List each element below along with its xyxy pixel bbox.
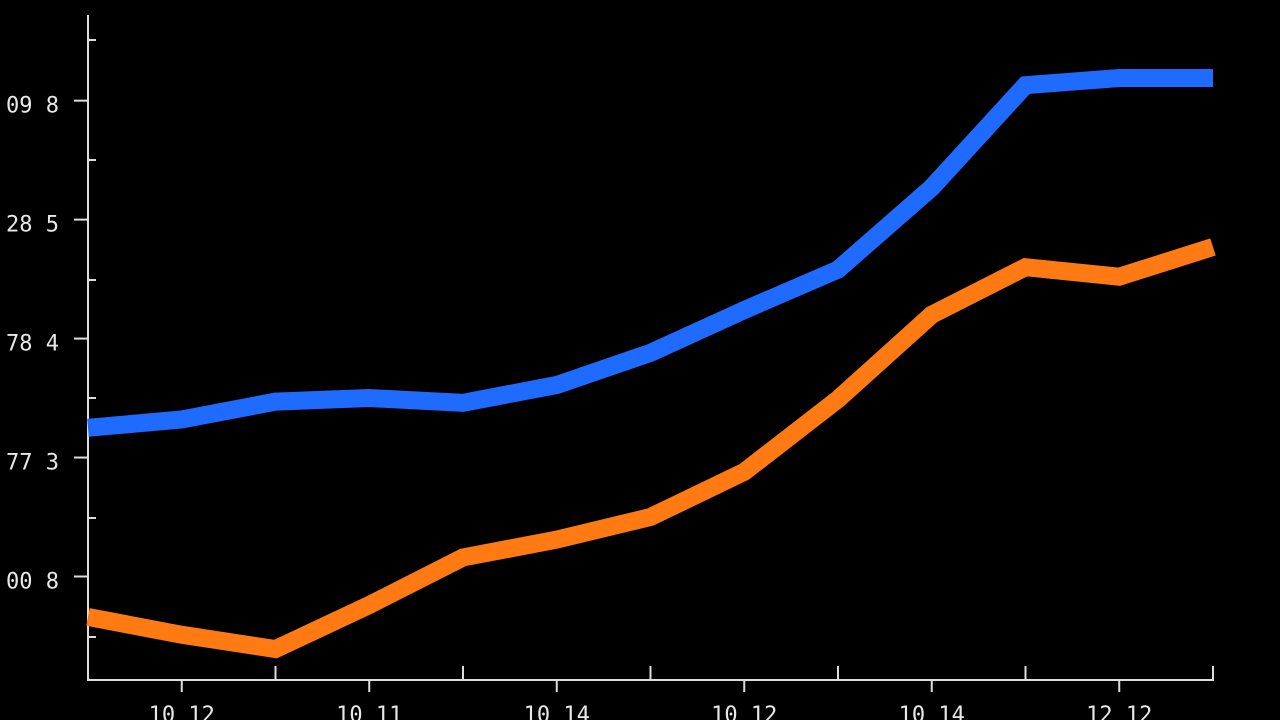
y-tick-label: 77 3 xyxy=(6,451,59,476)
y-tick-label: 00 8 xyxy=(6,570,59,595)
x-tick-label: 10 11 xyxy=(336,703,402,720)
y-tick-label: 09 8 xyxy=(6,94,59,119)
series-line xyxy=(87,69,1213,437)
y-tick-label: 28 5 xyxy=(6,213,59,238)
y-tick-label: 78 4 xyxy=(6,332,59,357)
x-tick-label: 10 12 xyxy=(149,703,215,720)
x-tick-label: 10 12 xyxy=(711,703,777,720)
x-tick-label: 12 12 xyxy=(1086,703,1152,720)
x-tick-label: 10 14 xyxy=(524,703,590,720)
series-line xyxy=(86,238,1216,659)
x-tick-label: 10 14 xyxy=(899,703,965,720)
